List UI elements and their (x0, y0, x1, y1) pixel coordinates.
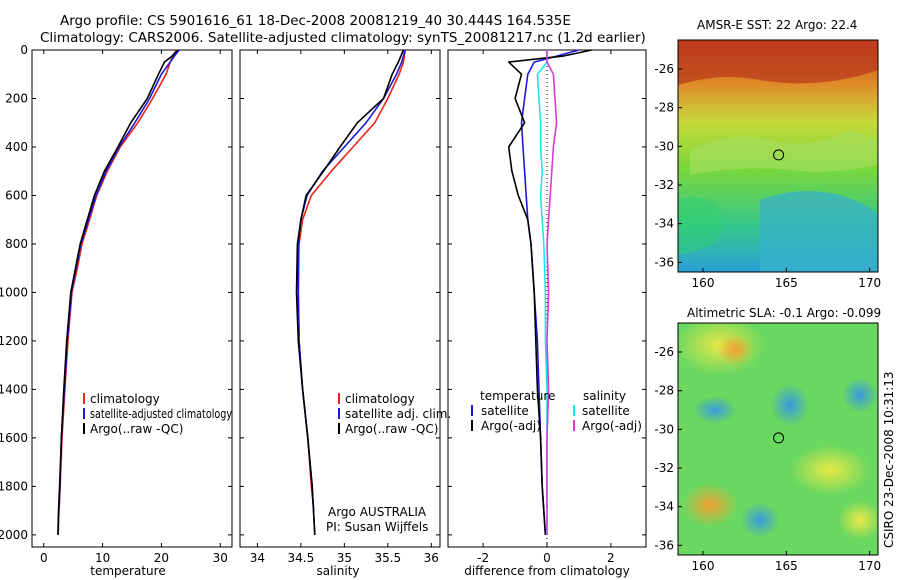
credit-line1: Argo AUSTRALIA (328, 505, 427, 519)
sla-map-frame (677, 322, 879, 556)
legend-label-temp-satellite: satellite (481, 404, 529, 418)
map-ytick-label: -36 (654, 255, 674, 269)
map-ytick-label: -26 (654, 345, 674, 359)
legend-label-satellite: satellite adj. clim. (345, 407, 451, 421)
figure-title-line2: Climatology: CARS2006. Satellite-adjuste… (40, 30, 646, 46)
legend-header-temperature: temperature (480, 389, 555, 403)
ytick-label: 1600 (0, 431, 28, 445)
sla-map-title: Altimetric SLA: -0.1 Argo: -0.099 (687, 306, 881, 320)
xtick-label: 35.5 (374, 551, 401, 565)
difference-xtick-labels: -2 0 2 (448, 49, 646, 565)
series-line-temperature-argo-adj (507, 49, 592, 535)
sst-map-xtick-labels: 160 165 170 (692, 268, 881, 290)
sla-map-panel: Altimetric SLA: -0.1 Argo: -0.099 160 165… (654, 306, 881, 573)
map-xtick-label: 165 (775, 559, 798, 573)
sla-map-ytick-labels: -26 -28 -30 -32 -34 -36 (654, 345, 682, 552)
credit-line2: PI: Susan Wijffels (326, 520, 428, 534)
sla-map-image (678, 323, 878, 555)
map-ytick-label: -30 (654, 139, 674, 153)
map-ytick-label: -36 (654, 538, 674, 552)
xtick-label: -2 (477, 551, 489, 565)
difference-xlabel: difference from climatology (464, 564, 630, 578)
difference-legend: temperature satellite Argo(-adj) salinit… (471, 389, 642, 433)
map-xtick-label: 165 (775, 276, 798, 290)
salinity-xlabel: salinity (316, 564, 359, 578)
sst-map-frame (677, 39, 879, 273)
series-line-temperature-satellite (520, 49, 580, 535)
xtick-label: 2 (607, 551, 615, 565)
sla-map-xtick-labels: 160 165 170 (692, 551, 881, 573)
series-line-climatology (57, 49, 178, 523)
ytick-label: 600 (5, 188, 28, 202)
xtick-label: 35 (337, 551, 352, 565)
map-xtick-label: 170 (858, 559, 881, 573)
salinity-xtick-labels: 34 34.5 35 35.5 36 (240, 49, 440, 565)
ytick-label: 1800 (0, 479, 28, 493)
temperature-ytick-labels: 0 200 400 600 800 1000 1200 1400 1600 1800 2000 (0, 43, 232, 542)
timestamp-label: CSIRO 23-Dec-2008 10:31:13 (882, 371, 896, 548)
temperature-panel: 0 200 400 600 800 1000 1200 1400 1600 1800 2000 0 1… (0, 43, 233, 578)
temperature-xlabel: temperature (90, 564, 165, 578)
legend-label-argo: Argo(..raw -QC) (90, 422, 183, 436)
xtick-label: 36 (424, 551, 439, 565)
legend-label-climatology: climatology (90, 392, 160, 406)
xtick-label: 34 (250, 551, 265, 565)
ytick-label: 1400 (0, 382, 28, 396)
legend-label-sal-argo: Argo(-adj) (582, 419, 642, 433)
ytick-label: 800 (5, 237, 28, 251)
sst-map-title: AMSR-E SST: 22 Argo: 22.4 (697, 18, 857, 32)
series-line-argo-raw-qc (295, 49, 405, 535)
xtick-label: 10 (95, 551, 110, 565)
temperature-legend: climatology satellite-adjusted climatolo… (83, 392, 232, 436)
map-ytick-label: -28 (654, 384, 674, 398)
legend-label-sal-satellite: satellite (582, 404, 630, 418)
ytick-label: 1200 (0, 334, 28, 348)
ytick-label: 400 (5, 140, 28, 154)
legend-label-climatology: climatology (345, 392, 415, 406)
legend-label-satellite: satellite-adjusted climatology (90, 407, 232, 421)
map-ytick-label: -26 (654, 62, 674, 76)
sst-map-image (678, 40, 878, 272)
xtick-label: 0 (543, 551, 551, 565)
legend-label-temp-argo: Argo(-adj) (481, 419, 541, 433)
salinity-axes-box (239, 49, 441, 548)
salinity-panel: 34 34.5 35 35.5 36 salinity climatology sate… (239, 49, 451, 578)
salinity-legend: climatology satellite adj. clim. Argo(..… (338, 392, 451, 436)
map-xtick-label: 170 (858, 276, 881, 290)
argo-location-marker (773, 149, 785, 161)
ytick-label: 200 (5, 91, 28, 105)
map-ytick-label: -28 (654, 101, 674, 115)
map-xtick-label: 160 (692, 559, 715, 573)
temperature-axes-box (31, 49, 233, 548)
difference-panel: -2 0 2 difference from climatology tempera… (447, 49, 647, 578)
map-ytick-label: -30 (654, 422, 674, 436)
legend-label-argo: Argo(..raw -QC) (345, 422, 438, 436)
ytick-label: 1000 (0, 285, 28, 299)
xtick-label: 30 (213, 551, 228, 565)
legend-header-salinity: salinity (583, 389, 626, 403)
temperature-xtick-labels: 0 10 20 30 (40, 50, 228, 565)
ytick-label: 2000 (0, 528, 28, 542)
sst-map-ytick-labels: -26 -28 -30 -32 -34 -36 (654, 62, 682, 269)
sst-map-panel: AMSR-E SST: 22 Argo: 22.4 160 165 170 -26-… (654, 18, 881, 290)
xtick-label: 0 (40, 551, 48, 565)
map-xtick-label: 160 (692, 276, 715, 290)
ytick-label: 0 (20, 43, 28, 57)
series-line-satellite-adjusted-climatology (57, 49, 180, 535)
figure-title-line1: Argo profile: CS 5901616_61 18-Dec-2008 … (60, 13, 571, 29)
xtick-label: 34.5 (288, 551, 315, 565)
series-line-argo-raw-qc (57, 49, 179, 535)
series-line-satellite-adj-clim (297, 49, 406, 535)
xtick-label: 20 (154, 551, 169, 565)
map-ytick-label: -32 (654, 461, 674, 475)
map-ytick-label: -32 (654, 178, 674, 192)
argo-location-marker (773, 432, 785, 444)
map-ytick-label: -34 (654, 500, 674, 514)
series-line-climatology (297, 49, 406, 511)
series-line-salinity-argo-adj (546, 50, 558, 535)
map-ytick-label: -34 (654, 217, 674, 231)
